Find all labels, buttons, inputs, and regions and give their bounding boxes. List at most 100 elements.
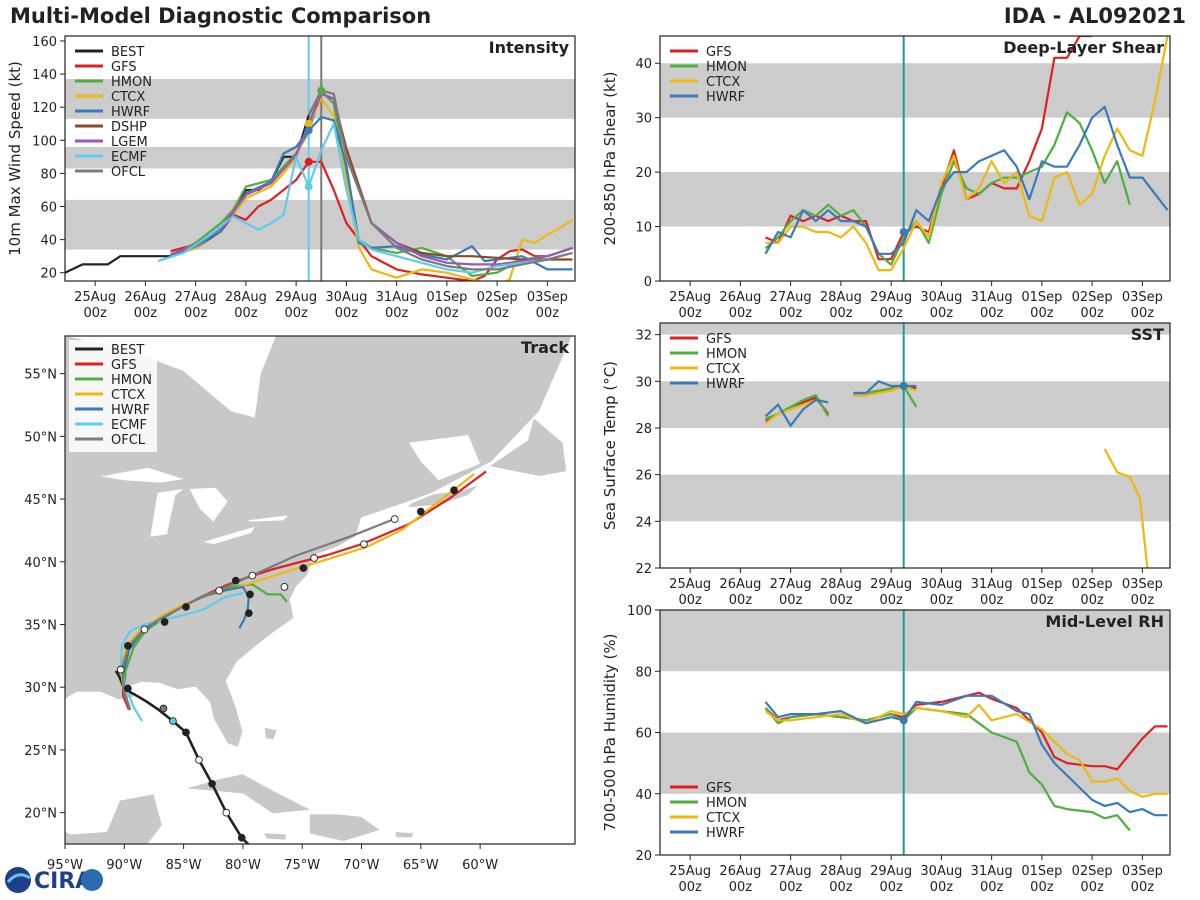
rh-xtick-label: 00z: [729, 880, 753, 895]
intensity-ytick-label: 140: [32, 68, 57, 83]
sst-ylabel: Sea Surface Temp (°C): [601, 361, 619, 530]
track-position-point: [246, 590, 254, 599]
intensity-xtick-label: 00z: [184, 306, 208, 321]
shear-ytick-label: 40: [635, 57, 652, 72]
intensity-xtick-label: 27Aug: [175, 290, 217, 305]
sst-marker-hwrf: [899, 382, 908, 390]
intensity-xtick-label: 00z: [335, 306, 359, 321]
shear-ytick-label: 20: [635, 166, 652, 181]
intensity-series-ofcl-8: [307, 89, 573, 271]
shear-band-1: [660, 63, 1170, 118]
track-position-point: [222, 808, 231, 817]
sst-xtick-label: 01Sep: [1021, 577, 1062, 592]
intensity-marker-hmon: [317, 86, 326, 95]
intensity-ytick-label: 60: [40, 201, 57, 216]
intensity-xtick-label: 00z: [134, 306, 158, 321]
intensity-xtick-label: 30Aug: [325, 290, 367, 305]
intensity-xtick-label: 03Sep: [527, 290, 568, 305]
shear-title: Deep-Layer Shear: [1003, 38, 1164, 57]
rh-legend-label-gfs: GFS: [706, 781, 732, 796]
rh-ytick-label: 60: [635, 727, 652, 742]
sst-xtick-label: 00z: [779, 593, 803, 608]
track-xtick-label: 75°W: [284, 858, 320, 873]
intensity-legend-label-gfs: GFS: [111, 60, 137, 75]
sst-xtick-label: 31Aug: [971, 577, 1013, 592]
shear-series-hwrf-3: [764, 105, 1169, 255]
track-frame: [64, 335, 576, 845]
shear-xtick-label: 03Sep: [1122, 290, 1163, 305]
track-position-point: [299, 564, 308, 572]
rh-series-ctcx-2: [764, 703, 1168, 798]
lake-erie: [203, 526, 255, 545]
sst-xtick-label: 29Aug: [870, 577, 912, 592]
sst-xtick-label: 26Aug: [719, 577, 761, 592]
shear-xtick-label: 00z: [1030, 306, 1054, 321]
track-ytick-label: 40°N: [24, 556, 57, 571]
track-position-point: [169, 717, 177, 725]
sst-ytick-label: 32: [635, 329, 652, 344]
rh-xtick-label: 00z: [1131, 880, 1155, 895]
intensity-xtick-label: 26Aug: [124, 290, 166, 305]
track-ytick-label: 55°N: [24, 368, 57, 383]
shear-xtick-label: 28Aug: [820, 290, 862, 305]
sst-title: SST: [1131, 325, 1164, 344]
intensity-marker-ctcx: [304, 119, 313, 128]
shear-ytick-label: 0: [644, 275, 652, 290]
sst-legend-label-hwrf: HWRF: [706, 377, 745, 392]
intensity-xtick-label: 01Sep: [426, 290, 467, 305]
intensity-xtick-label: 25Aug: [74, 290, 116, 305]
rh-series-hwrf-3: [764, 694, 1168, 817]
intensity-xtick-label: 31Aug: [376, 290, 418, 305]
sst-xtick-label: 00z: [980, 593, 1004, 608]
track-position-point: [124, 684, 132, 693]
track-xtick-label: 65°W: [403, 858, 439, 873]
track-legend-label-gfs: GFS: [111, 358, 137, 373]
track-position-point: [215, 586, 224, 595]
sst-band-0: [660, 474, 1170, 522]
intensity-xtick-label: 00z: [83, 306, 107, 321]
shear-xtick-label: 25Aug: [669, 290, 711, 305]
intensity-legend-label-dshp: DSHP: [111, 120, 147, 135]
bahamas-land: [263, 726, 278, 741]
intensity-ytick-label: 20: [40, 267, 57, 282]
track-position-point: [160, 618, 169, 626]
sst-xtick-label: 00z: [829, 593, 853, 608]
track-position-point: [124, 641, 132, 650]
track-xtick-label: 90°W: [106, 858, 142, 873]
track-position-point: [280, 583, 289, 591]
sst-ytick-label: 24: [635, 515, 652, 530]
track-position-point: [248, 571, 257, 580]
shear-xtick-label: 29Aug: [870, 290, 912, 305]
shear-xtick-label: 00z: [879, 306, 903, 321]
sst-frame: [659, 322, 1171, 569]
sst-xtick-label: 00z: [729, 593, 753, 608]
track-position-point: [237, 833, 246, 842]
mexico-land: [65, 793, 163, 844]
rh-xtick-label: 30Aug: [920, 864, 962, 879]
newfoundland-land: [487, 416, 568, 478]
rh-xtick-label: 31Aug: [971, 864, 1013, 879]
intensity-ytick-label: 100: [32, 134, 57, 149]
track-xtick-label: 70°W: [344, 858, 380, 873]
sst-xtick-label: 30Aug: [920, 577, 962, 592]
intensity-frame: [64, 35, 576, 282]
intensity-marker-ecmf: [304, 182, 313, 191]
logo-emblem-icon: [81, 869, 103, 891]
track-legend-label-best: BEST: [111, 343, 144, 358]
intensity-xtick-label: 00z: [234, 306, 258, 321]
shear-xtick-label: 31Aug: [971, 290, 1013, 305]
rh-xtick-label: 00z: [829, 880, 853, 895]
intensity-xtick-label: 00z: [536, 306, 560, 321]
rh-xtick-label: 27Aug: [770, 864, 812, 879]
shear-legend-label-hmon: HMON: [706, 60, 747, 75]
track-ytick-label: 25°N: [24, 744, 57, 759]
intensity-legend-label-best: BEST: [111, 45, 144, 60]
shear-series-hmon-1: [764, 111, 1131, 266]
rh-legend-label-ctcx: CTCX: [706, 811, 740, 826]
track-ytick-label: 50°N: [24, 430, 57, 445]
intensity-xtick-label: 00z: [435, 306, 459, 321]
shear-xtick-label: 02Sep: [1072, 290, 1113, 305]
intensity-marker-gfs: [304, 157, 313, 166]
shear-panel: 01020304025Aug00z26Aug00z27Aug00z28Aug00…: [601, 35, 1171, 321]
